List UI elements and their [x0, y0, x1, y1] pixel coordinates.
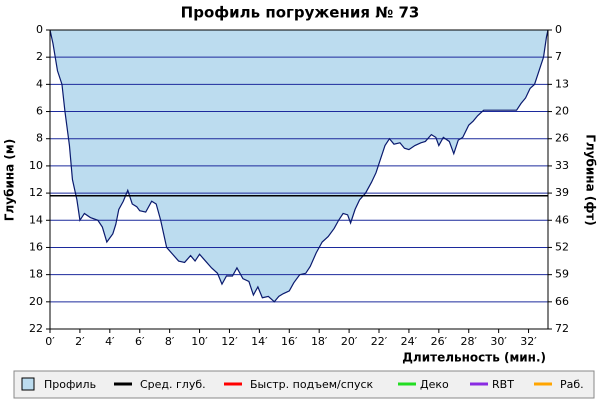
legend-label: RBT: [492, 378, 514, 391]
y2-tick-label: 26: [555, 132, 569, 145]
x-tick-label: 0′: [45, 335, 55, 348]
legend-swatch: [21, 377, 35, 391]
plot-frame: [49, 29, 549, 330]
y2-tick-label: 7: [555, 50, 562, 63]
y-tick-label: 14: [29, 213, 43, 226]
y-tick-label: 8: [36, 132, 43, 145]
x-tick-label: 12′: [221, 335, 238, 348]
y-tick-label: 6: [36, 105, 43, 118]
legend-box: [13, 370, 595, 399]
y2-tick-label: 46: [555, 213, 569, 226]
x-tick-label: 8′: [165, 335, 175, 348]
x-tick-label: 6′: [135, 335, 145, 348]
y2-tick-label: 59: [555, 268, 569, 281]
y-tick-label: 22: [29, 322, 43, 335]
y-tick-label: 16: [29, 240, 43, 253]
y-tick-label: 12: [29, 186, 43, 199]
profile-line: [49, 29, 549, 303]
y2-tick-label: 20: [555, 105, 569, 118]
y2-tick-label: 66: [555, 295, 569, 308]
y2-tick-label: 13: [555, 77, 569, 90]
x-tick-label: 10′: [191, 335, 208, 348]
x-tick-label: 14′: [251, 335, 268, 348]
x-tick-label: 20′: [341, 335, 358, 348]
y-tick-label: 10: [29, 159, 43, 172]
x-tick-label: 18′: [311, 335, 328, 348]
x-tick-label: 32′: [520, 335, 537, 348]
x-tick-label: 2′: [75, 335, 85, 348]
y-axis-title: Глубина (м): [3, 139, 17, 221]
legend-label: Раб.: [560, 378, 584, 391]
x-tick-label: 28′: [460, 335, 477, 348]
y-tick-label: 0: [36, 23, 43, 36]
y-tick-label: 4: [36, 77, 43, 90]
y-tick-label: 20: [29, 295, 43, 308]
y2-tick-label: 0: [555, 23, 562, 36]
y2-tick-label: 39: [555, 186, 569, 199]
legend-label: Деко: [420, 378, 449, 391]
y2-tick-label: 52: [555, 240, 569, 253]
x-tick-label: 26′: [431, 335, 448, 348]
x-axis-title: Длительность (мин.): [402, 351, 546, 365]
y-tick-label: 2: [36, 50, 43, 63]
legend-label: Быстр. подъем/спуск: [250, 378, 374, 391]
x-tick-label: 4′: [105, 335, 115, 348]
x-tick-label: 30′: [490, 335, 507, 348]
y-tick-label: 18: [29, 268, 43, 281]
x-tick-label: 16′: [281, 335, 298, 348]
chart-title: Профиль погружения № 73: [181, 4, 420, 22]
y2-tick-label: 33: [555, 159, 569, 172]
legend-label: Профиль: [44, 378, 96, 391]
x-tick-label: 22′: [371, 335, 388, 348]
y2-tick-label: 72: [555, 322, 569, 335]
legend-label: Сред. глуб.: [140, 378, 206, 391]
x-tick-label: 24′: [401, 335, 418, 348]
y2-axis-title: Глубина (фт): [584, 134, 598, 225]
